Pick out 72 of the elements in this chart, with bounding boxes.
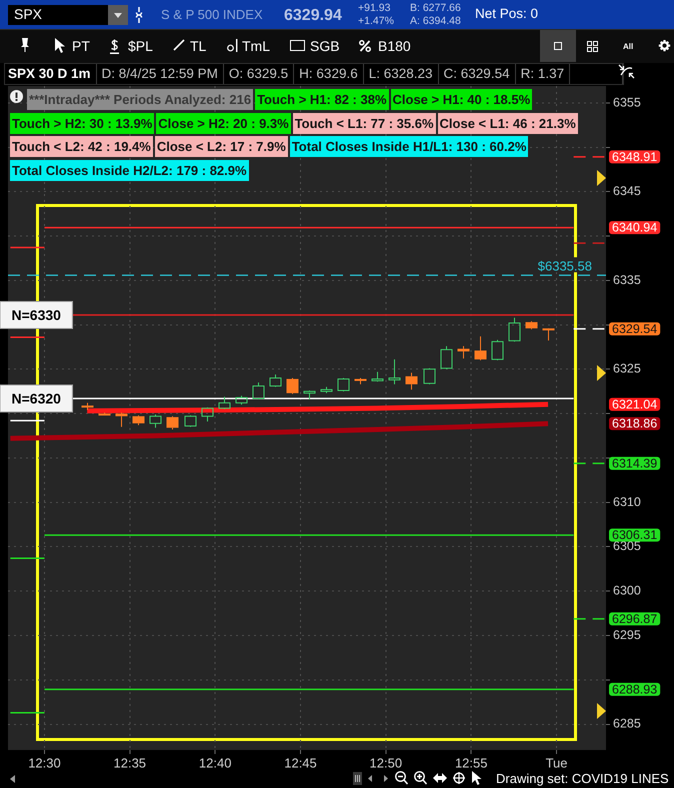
candlestick [388,358,400,385]
candlestick [286,378,298,395]
ref-line-label: $6335.58 [538,258,592,274]
candlestick [116,412,128,428]
candlestick [304,390,316,400]
candlestick [458,346,470,360]
text: Net Pos: 0 [475,6,538,22]
y-tick-label: 6300 [613,584,641,598]
x-tick-label: Tue [546,755,568,770]
series-label: N=6320 [11,390,62,406]
y-tick-label: 6285 [613,716,641,731]
text: 6321.04 [612,397,658,412]
annotation: Touch < L2: 42 : 19.4% [10,136,153,158]
series-label: N=6330 [11,306,62,323]
text: $PL [128,38,153,55]
text: 6329.94 [284,6,342,25]
data-label: 6314.39 [612,456,658,470]
text: PT [72,38,90,55]
annotation: Total Closes Inside H2/L2: 179 : 82.9% [10,160,249,182]
text: B180 [378,38,411,55]
text: 6288.93 [612,682,658,696]
candlestick [218,396,230,410]
text: R: 1.37 [516,64,570,84]
text: A: 6394.48 [410,15,461,28]
text: TL [190,38,206,55]
annotation: Touch > H1: 82 : 38% [255,89,388,110]
x-tick-label: 12:45 [284,755,317,770]
chart-title: SPX 30 D 1m [5,64,97,84]
candlestick [406,372,418,390]
y-tick-label: 6335 [613,272,641,287]
annotation: Close > H2: 20 : 9.3% [156,112,291,134]
symbol-field: SPX [8,5,108,25]
annotation: Touch > H2: 30 : 13.9% [10,112,154,134]
text: 6340.94 [612,220,658,235]
text: B: 6277.66 [410,2,461,16]
x-tick-label: 12:40 [198,755,232,770]
y-tick-label: 6295 [613,628,641,642]
text: D: 8/4/25 12:59 PM [96,64,224,84]
annotation: Close > H1: 40 : 18.5% [390,89,532,110]
y-tick-label: 6345 [613,184,641,198]
text: O: 6329.5 [224,64,294,84]
text: H: 6329.6 [294,64,364,84]
annotation: Total Closes Inside H1/L1: 130 : 60.2% [290,136,528,158]
x-tick-label: 12:30 [28,755,61,770]
annotation: Close < L1: 46 : 21.3% [438,112,578,134]
text: SGB [310,38,340,55]
annotation: Close < L2: 17 : 7.9% [154,136,288,158]
y-tick-label: 6325 [613,362,641,376]
annotation: Touch < L1: 77 : 35.6% [292,112,436,134]
x-tick-label: 12:35 [114,755,146,770]
text: S & P 500 INDEX [161,7,263,23]
text: Drawing set: COVID19 LINES [496,771,669,787]
text: TmL [242,38,270,55]
text: L: 6328.23 [364,64,439,84]
y-tick-label: 6355 [613,95,641,110]
candlestick [542,328,554,342]
candlestick [354,378,366,385]
x-tick-label: 12:50 [370,755,402,770]
candlestick [166,416,178,430]
text: 6318.86 [612,416,658,431]
annotation: ***Intraday*** Periods Analyzed: 216 [27,89,254,110]
x-tick-label: 12:55 [454,755,488,770]
text: C: 6329.54 [438,64,516,84]
text: +1.47% [358,15,394,28]
candlestick [474,336,486,361]
text: 6306.31 [612,528,658,542]
data-label: 6296.87 [612,612,658,626]
data-label: 6348.91 [612,150,658,164]
text: +91.93 [358,2,390,16]
text: 6329.54 [612,322,658,336]
y-tick-label: 6310 [613,494,641,509]
text: All [623,41,634,52]
